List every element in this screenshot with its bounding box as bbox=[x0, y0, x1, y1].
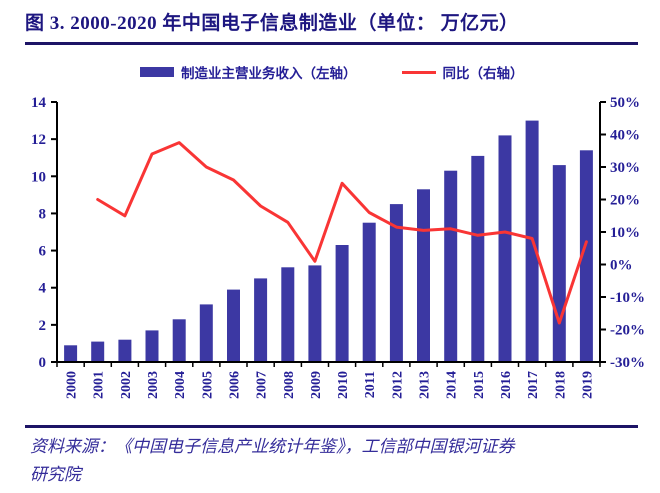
right-axis-tick-label: 40% bbox=[610, 128, 640, 144]
bar-2003 bbox=[145, 330, 159, 362]
left-axis-tick-label: 8 bbox=[39, 206, 47, 222]
left-axis-tick-label: 6 bbox=[39, 244, 47, 260]
legend-item-yoy: 同比（右轴） bbox=[401, 62, 524, 82]
right-axis-tick-label: 30% bbox=[610, 160, 640, 176]
bar-2002 bbox=[118, 339, 132, 362]
left-axis-tick-label: 12 bbox=[31, 132, 46, 148]
x-axis-label-2003: 2003 bbox=[146, 371, 161, 399]
bar-2007 bbox=[254, 278, 268, 362]
x-axis-label-2016: 2016 bbox=[499, 371, 514, 399]
yoy-line bbox=[96, 141, 588, 325]
right-axis-tick-label: 10% bbox=[610, 225, 640, 241]
bar-2012 bbox=[389, 204, 403, 362]
x-axis-label-2006: 2006 bbox=[228, 371, 243, 399]
x-axis-label-2011: 2011 bbox=[363, 371, 378, 398]
x-axis-label-2018: 2018 bbox=[553, 371, 568, 399]
right-axis-tick-label: 0% bbox=[610, 258, 633, 274]
title-rule bbox=[25, 42, 638, 45]
bar-2004 bbox=[172, 319, 186, 362]
x-axis-label-2012: 2012 bbox=[390, 371, 405, 399]
x-axis-label-2019: 2019 bbox=[580, 371, 595, 399]
bar-2000 bbox=[64, 345, 78, 362]
x-axis-label-2000: 2000 bbox=[65, 371, 80, 399]
x-axis-label-2013: 2013 bbox=[418, 371, 433, 399]
bar-2014 bbox=[444, 170, 458, 362]
bar-series-swatch-icon bbox=[140, 67, 174, 77]
source-rule bbox=[25, 425, 638, 428]
x-axis-label-2002: 2002 bbox=[119, 371, 134, 399]
right-axis-tick-label: -20% bbox=[610, 323, 645, 339]
right-axis-tick-label: 20% bbox=[610, 193, 640, 209]
x-axis-label-2008: 2008 bbox=[282, 371, 297, 399]
x-axis-label-2009: 2009 bbox=[309, 371, 324, 399]
page-title: 图 3. 2000-2020 年中国电子信息制造业（单位： 万亿元） bbox=[25, 13, 519, 34]
x-axis-label-2007: 2007 bbox=[255, 371, 270, 399]
bar-2018 bbox=[552, 165, 566, 362]
bar-2001 bbox=[91, 341, 105, 362]
bar-2016 bbox=[498, 135, 512, 362]
bar-2010 bbox=[335, 245, 349, 362]
line-series-swatch-icon bbox=[401, 70, 436, 74]
bar-2006 bbox=[227, 289, 240, 362]
x-axis-label-2005: 2005 bbox=[200, 371, 215, 399]
left-axis-tick-label: 4 bbox=[39, 281, 47, 297]
right-axis-tick-label: -30% bbox=[610, 355, 645, 371]
x-axis-label-2014: 2014 bbox=[445, 371, 460, 399]
bar-2009 bbox=[308, 265, 322, 362]
chart-svg: 0 2 4 6 8 10 12 14 -30% -20% -10% 0% 10% 20% 30% 40% 50%… bbox=[31, 95, 645, 399]
x-axis-label-2015: 2015 bbox=[472, 371, 487, 399]
left-axis-tick-label: 14 bbox=[31, 95, 47, 111]
x-axis-label-2010: 2010 bbox=[336, 371, 351, 399]
right-axis-tick-label: 50% bbox=[610, 95, 640, 111]
legend-label-revenue: 制造业主营业务收入（左轴） bbox=[181, 66, 357, 81]
bar-2015 bbox=[471, 155, 485, 362]
left-axis-tick-label: 2 bbox=[39, 318, 47, 334]
legend-item-revenue: 制造业主营业务收入（左轴） bbox=[140, 62, 357, 82]
x-axis-label-2017: 2017 bbox=[526, 371, 541, 399]
right-axis-tick-label: -10% bbox=[610, 290, 645, 306]
x-axis-label-2004: 2004 bbox=[173, 371, 188, 399]
source-line-1: 资料来源：《中国电子信息产业统计年鉴》，工信部中国银河证券 bbox=[30, 437, 515, 456]
source-line-2: 研究院 bbox=[30, 464, 81, 484]
left-axis-tick-label: 10 bbox=[31, 169, 46, 185]
x-axis-label-2001: 2001 bbox=[92, 371, 107, 399]
source-text: 资料来源：《中国电子信息产业统计年鉴》，工信部中国银河证券 研究院 bbox=[30, 433, 645, 488]
legend-label-yoy: 同比（右轴） bbox=[442, 66, 524, 81]
bar-2011 bbox=[362, 222, 376, 362]
left-axis-tick-label: 0 bbox=[39, 355, 47, 371]
bar-2019 bbox=[579, 150, 593, 362]
bar-2008 bbox=[281, 267, 295, 362]
bar-2005 bbox=[199, 304, 213, 362]
chart-legend: 制造业主营业务收入（左轴） 同比（右轴） bbox=[140, 62, 524, 82]
bar-2013 bbox=[417, 189, 430, 362]
